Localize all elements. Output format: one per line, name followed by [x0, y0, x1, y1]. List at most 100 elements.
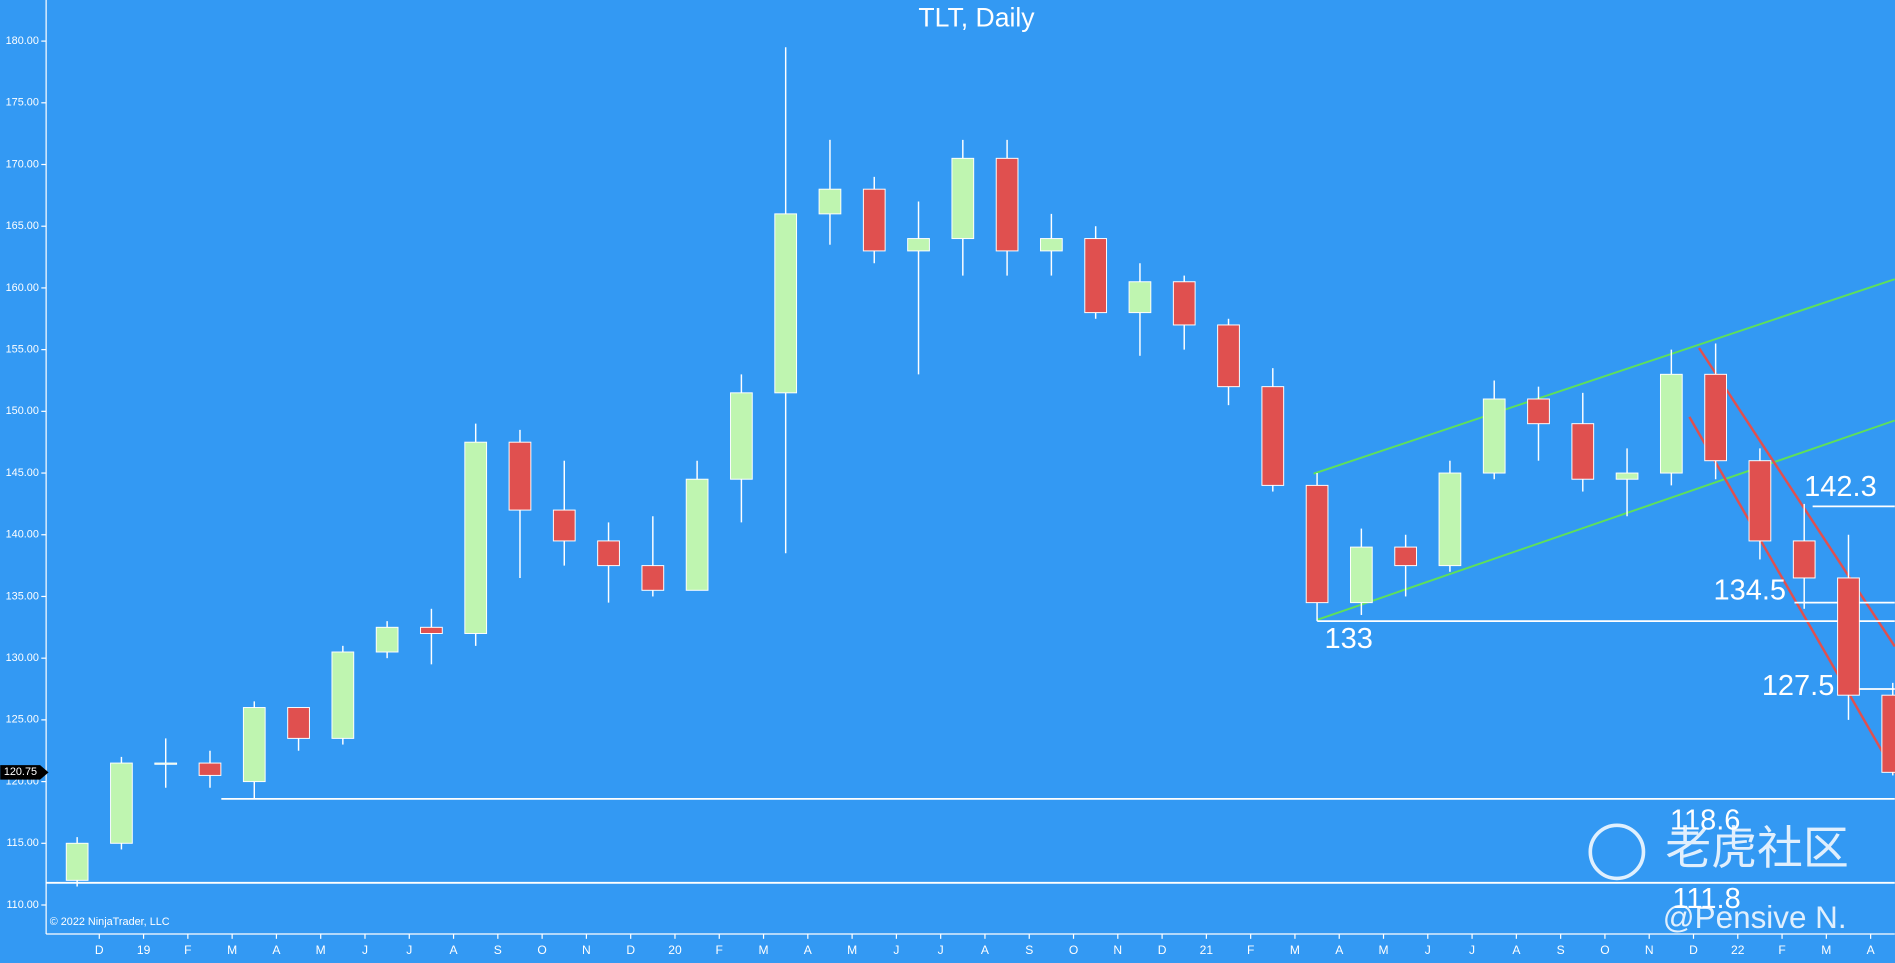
candle-body: [1172, 281, 1196, 326]
y-tick-label: 145.00: [6, 467, 39, 479]
candle-body: [1659, 373, 1683, 474]
x-tick-label: D: [626, 943, 635, 957]
candle-body: [1704, 373, 1727, 462]
x-tick-label: F: [716, 943, 723, 957]
x-tick-label: N: [582, 943, 591, 957]
candle-body: [907, 238, 930, 252]
down-channel-upper: [1698, 347, 1895, 648]
candle-body: [1571, 423, 1595, 480]
level-label: 127.5: [1762, 670, 1835, 702]
candle-body: [287, 707, 310, 739]
y-tick-label: 165.00: [6, 220, 39, 232]
x-tick-label: M: [1378, 943, 1388, 957]
x-tick-label: J: [938, 943, 944, 957]
candle-body: [1394, 546, 1418, 567]
x-tick-label: J: [893, 943, 899, 957]
level-label: 133: [1324, 623, 1372, 655]
x-tick-label: A: [450, 943, 459, 957]
level-label: 111.8: [1672, 883, 1740, 915]
y-tick-label: 160.00: [6, 282, 39, 294]
candle-body: [818, 188, 842, 215]
x-tick-label: 19: [137, 943, 151, 957]
candle-body: [774, 213, 798, 394]
x-tick-label: 21: [1200, 943, 1214, 957]
x-tick-label: A: [272, 943, 281, 957]
candle-body: [1527, 398, 1550, 425]
y-tick-label: 135.00: [6, 590, 39, 602]
x-tick-label: J: [1425, 943, 1431, 957]
x-tick-label: N: [1645, 943, 1654, 957]
candle-body: [1040, 238, 1063, 252]
y-tick-label: 170.00: [6, 158, 39, 170]
x-tick-label: D: [1689, 943, 1698, 957]
x-tick-label: O: [1069, 943, 1078, 957]
copyright: © 2022 NinjaTrader, LLC: [50, 916, 170, 928]
x-tick-label: A: [981, 943, 990, 957]
x-tick-label: N: [1113, 943, 1122, 957]
candle-body: [685, 478, 709, 591]
level-label: 118.6: [1670, 804, 1740, 836]
y-tick-label: 125.00: [6, 714, 39, 726]
x-tick-label: F: [1247, 943, 1254, 957]
candle-body: [1482, 398, 1506, 474]
channel-lower: [1316, 419, 1895, 621]
candle-body: [951, 157, 975, 240]
candle-body: [464, 441, 488, 634]
y-tick-label: 175.00: [6, 97, 39, 109]
x-tick-label: A: [1335, 943, 1344, 957]
chart-title: TLT, Daily: [918, 2, 1035, 32]
candle-body: [552, 509, 576, 542]
x-tick-label: O: [537, 943, 546, 957]
candle-body: [110, 762, 133, 844]
last-price-tag: [0, 765, 49, 780]
x-tick-label: A: [804, 943, 813, 957]
x-tick-label: O: [1600, 943, 1609, 957]
x-tick-label: J: [406, 943, 412, 957]
level-label: 142.3: [1804, 471, 1877, 503]
watermark-logo: [1588, 823, 1646, 881]
candle-body: [1217, 324, 1240, 388]
candle-body: [862, 188, 886, 252]
candle-body: [1438, 472, 1462, 567]
candle-body: [1128, 281, 1152, 314]
y-tick-label: 115.00: [6, 837, 38, 849]
x-tick-label: M: [847, 943, 857, 957]
candle-body: [1792, 540, 1816, 579]
candle-body: [154, 762, 178, 765]
candle-body: [1615, 472, 1639, 480]
candle-body: [1084, 238, 1108, 314]
candle-body: [641, 565, 665, 591]
candle-body: [420, 626, 443, 634]
candles: [65, 47, 1895, 887]
x-tick-label: M: [759, 943, 769, 957]
candle-body: [65, 842, 89, 881]
candle-body: [730, 392, 753, 480]
x-tick-label: 22: [1731, 943, 1745, 957]
candle-body: [1837, 577, 1860, 696]
channel-upper: [1313, 278, 1895, 475]
candle-body: [508, 441, 532, 511]
x-tick-label: A: [1867, 943, 1876, 957]
candle-body: [242, 707, 266, 783]
down-channel-lower: [1688, 416, 1895, 774]
candle-body: [198, 762, 222, 776]
watermark: 老虎社区 @Pensive N.: [1588, 822, 1849, 935]
x-tick-label: D: [95, 943, 104, 957]
trend-lines: [1313, 278, 1895, 774]
candle-body: [995, 157, 1019, 252]
y-tick-label: 150.00: [6, 405, 39, 417]
x-tick-label: M: [1821, 943, 1831, 957]
author: @Pensive N.: [1663, 900, 1847, 935]
x-tick-label: M: [227, 943, 237, 957]
candle-body: [1881, 694, 1895, 773]
watermark-text: 老虎社区: [1665, 822, 1849, 874]
x-tick-label: S: [494, 943, 502, 957]
candle-body: [1350, 546, 1373, 604]
candle-body: [1261, 386, 1285, 486]
candle-body: [1305, 484, 1329, 604]
candle-body: [375, 626, 399, 653]
x-tick-label: D: [1158, 943, 1167, 957]
